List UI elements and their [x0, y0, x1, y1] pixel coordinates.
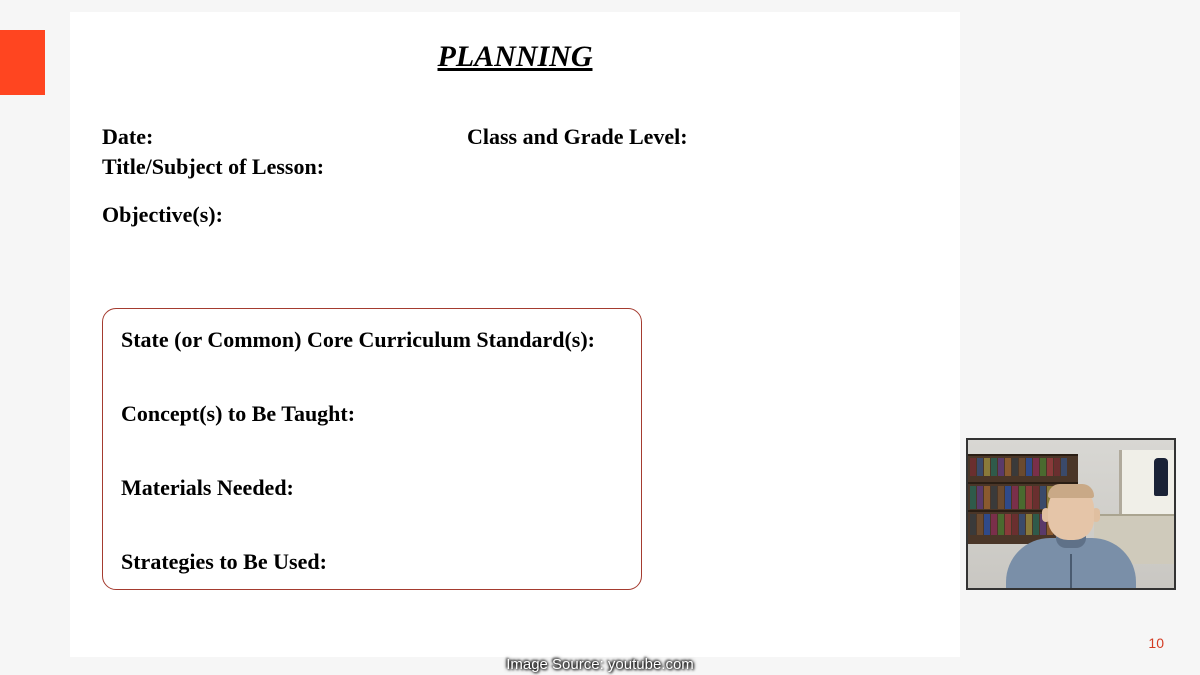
presentation-slide: PLANNING Date: Class and Grade Level: Ti… — [70, 12, 960, 657]
label-objectives: Objective(s): — [102, 202, 223, 228]
accent-tab — [0, 30, 45, 95]
slide-title: PLANNING — [102, 40, 928, 74]
label-class-grade: Class and Grade Level: — [467, 124, 688, 149]
label-materials: Materials Needed: — [121, 475, 623, 501]
field-row-title: Title/Subject of Lesson: — [102, 154, 928, 180]
label-strategies: Strategies to Be Used: — [121, 549, 623, 575]
label-concepts: Concept(s) to Be Taught: — [121, 401, 623, 427]
label-date: Date: — [102, 124, 153, 149]
caption-bar: Image Source: youtube.com — [0, 653, 1200, 675]
presenter-figure — [1006, 478, 1136, 590]
hanging-coat — [1154, 458, 1168, 496]
webcam-overlay — [966, 438, 1176, 590]
page-number: 10 — [1148, 635, 1164, 651]
label-title-subject: Title/Subject of Lesson: — [102, 154, 324, 180]
boxed-section: State (or Common) Core Curriculum Standa… — [102, 308, 642, 590]
label-standards: State (or Common) Core Curriculum Standa… — [121, 327, 623, 353]
field-row-top: Date: Class and Grade Level: — [102, 124, 928, 150]
field-row-objectives: Objective(s): — [102, 202, 928, 228]
caption-text: Image Source: youtube.com — [506, 656, 694, 673]
